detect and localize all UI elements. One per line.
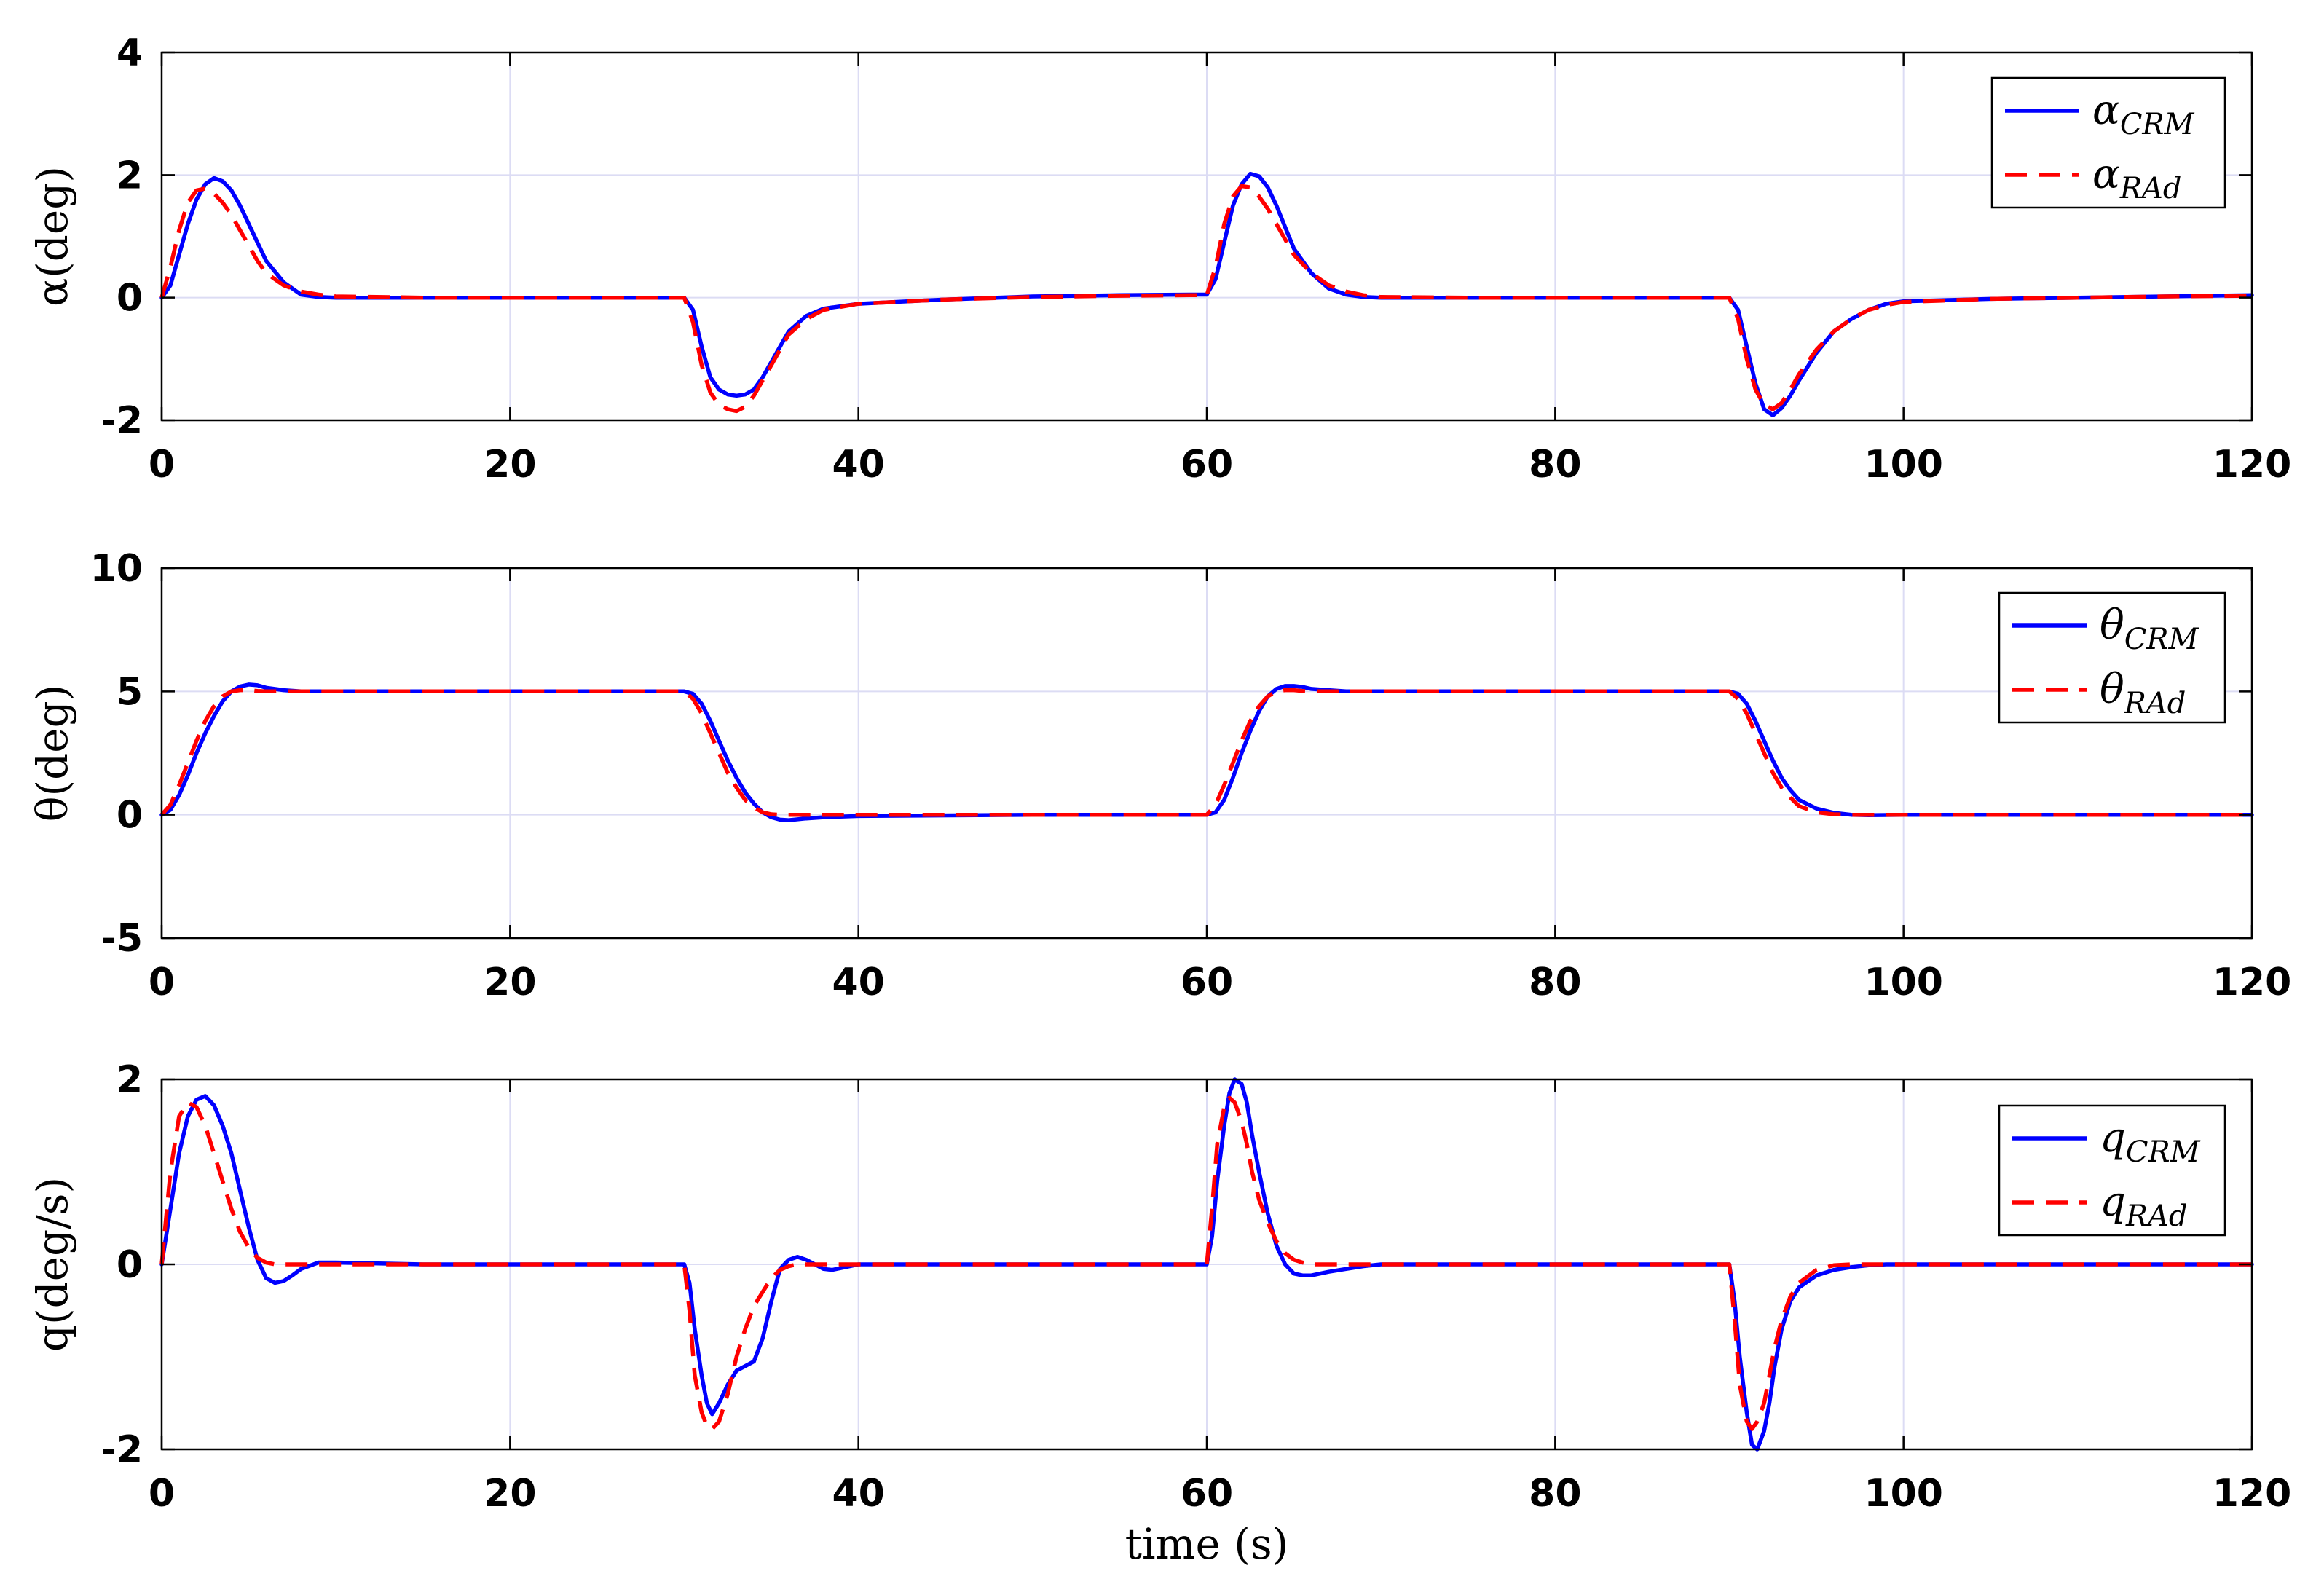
y-tick-label: 0 xyxy=(117,277,143,320)
x-tick-label: 120 xyxy=(2213,443,2292,487)
y-tick-label: 2 xyxy=(117,154,143,197)
x-tick-label: 40 xyxy=(832,961,884,1004)
y-tick-label: -5 xyxy=(101,917,143,961)
x-tick-label: 20 xyxy=(484,1472,536,1516)
series-line-rad xyxy=(159,688,2252,817)
legend-label-rad: θRAd xyxy=(2100,666,2186,720)
y-tick-label: 0 xyxy=(117,1243,143,1287)
y-tick-label: 5 xyxy=(117,670,143,714)
y-tick-label: 10 xyxy=(90,547,143,591)
legend-symbol: θ xyxy=(2100,666,2124,713)
legend-subscript: RAd xyxy=(2119,172,2182,205)
y-tick-label: 2 xyxy=(117,1058,143,1102)
x-tick-label: 80 xyxy=(1529,1472,1581,1516)
x-tick-label: 40 xyxy=(832,1472,884,1516)
legend-subscript: RAd xyxy=(2125,1200,2188,1233)
y-axis-label: α(deg) xyxy=(28,166,77,307)
series-line-rad xyxy=(159,184,2253,414)
y-axis-label: θ(deg) xyxy=(28,685,77,822)
x-tick-label: 100 xyxy=(1864,443,1943,487)
legend-symbol: α xyxy=(2092,151,2120,198)
legend-box xyxy=(1998,1104,2226,1237)
x-tick-label: 0 xyxy=(149,1472,175,1516)
y-tick-label: -2 xyxy=(101,399,143,443)
y-tick-label: 0 xyxy=(117,794,143,838)
x-tick-label: 60 xyxy=(1181,443,1233,487)
legend-label-crm: θCRM xyxy=(2100,602,2199,656)
y-tick-label: 4 xyxy=(117,31,143,75)
x-tick-label: 100 xyxy=(1864,1472,1943,1516)
series-line-rad xyxy=(159,1095,2252,1431)
legend-symbol: α xyxy=(2092,87,2120,134)
x-tick-label: 60 xyxy=(1181,961,1233,1004)
legend-label-rad: qRAd xyxy=(2100,1178,2187,1233)
y-tick-label: -2 xyxy=(101,1428,143,1472)
legend-label-crm: αCRM xyxy=(2092,87,2195,141)
x-tick-label: 20 xyxy=(484,443,536,487)
x-tick-label: 20 xyxy=(484,961,536,1004)
legend-subscript: CRM xyxy=(2124,623,2199,656)
legend-label-rad: αRAd xyxy=(2092,151,2181,205)
legend-subscript: CRM xyxy=(2126,1135,2201,1169)
x-axis-label: time (s) xyxy=(1125,1519,1289,1569)
x-tick-label: 100 xyxy=(1864,961,1943,1004)
legend-label-crm: qCRM xyxy=(2100,1114,2201,1169)
x-tick-label: 0 xyxy=(149,961,175,1004)
legend-subscript: RAd xyxy=(2124,687,2186,720)
y-axis-label: q(deg/s) xyxy=(28,1177,77,1352)
legend-box xyxy=(1990,76,2226,209)
x-tick-label: 120 xyxy=(2213,1472,2292,1516)
x-tick-label: 0 xyxy=(149,443,175,487)
x-tick-label: 40 xyxy=(832,443,884,487)
legend-subscript: CRM xyxy=(2120,108,2195,141)
legend-box xyxy=(1998,591,2226,724)
legend-symbol: θ xyxy=(2100,602,2124,649)
x-tick-label: 80 xyxy=(1529,443,1581,487)
x-tick-label: 120 xyxy=(2213,961,2292,1004)
legend-symbol: q xyxy=(2100,1178,2126,1226)
x-tick-label: 60 xyxy=(1181,1472,1233,1516)
legend-symbol: q xyxy=(2100,1114,2126,1162)
x-tick-label: 80 xyxy=(1529,961,1581,1004)
